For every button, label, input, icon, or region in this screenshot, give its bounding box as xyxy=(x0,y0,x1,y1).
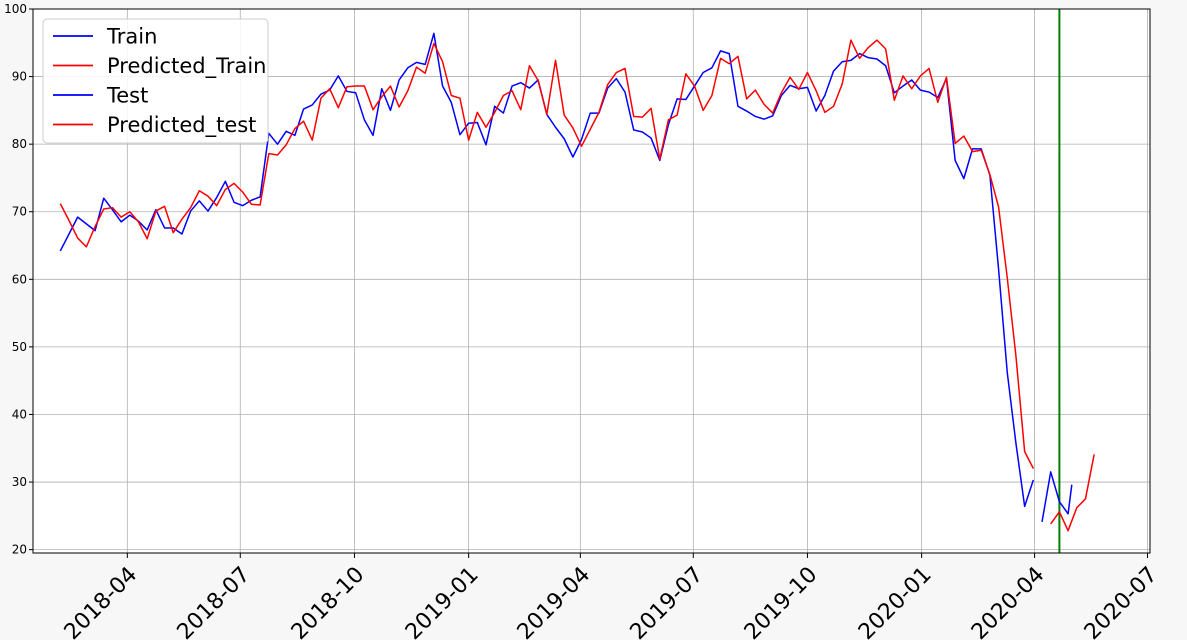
series-line-test xyxy=(1041,471,1073,523)
y-tick-label: 30 xyxy=(12,475,27,489)
series-line-predicted-test xyxy=(1050,454,1095,532)
y-tick-label: 80 xyxy=(12,137,27,151)
y-tick-label: 20 xyxy=(12,543,27,557)
legend-box xyxy=(42,18,269,144)
series-line-predicted-train xyxy=(59,39,1035,469)
legend-label: Predicted_test xyxy=(107,113,256,138)
y-tick-label: 60 xyxy=(12,272,27,286)
legend: Train Predicted_Train Test Predicted_test xyxy=(42,18,269,144)
y-tick-label: 70 xyxy=(12,205,27,219)
y-tick-label: 100 xyxy=(4,2,27,16)
y-tick-label: 50 xyxy=(12,340,27,354)
series-line-train xyxy=(59,32,1035,508)
series-lines xyxy=(59,32,1095,532)
y-tick-label: 90 xyxy=(12,70,27,84)
grid-lines xyxy=(33,8,1150,553)
y-tick-label: 40 xyxy=(12,407,27,421)
legend-label: Predicted_Train xyxy=(107,54,266,79)
legend-label: Train xyxy=(106,25,157,49)
legend-label: Test xyxy=(106,84,148,108)
y-axis-ticks: 20 30 40 50 60 70 80 90 100 xyxy=(4,2,33,557)
plot-frame xyxy=(32,8,1151,554)
